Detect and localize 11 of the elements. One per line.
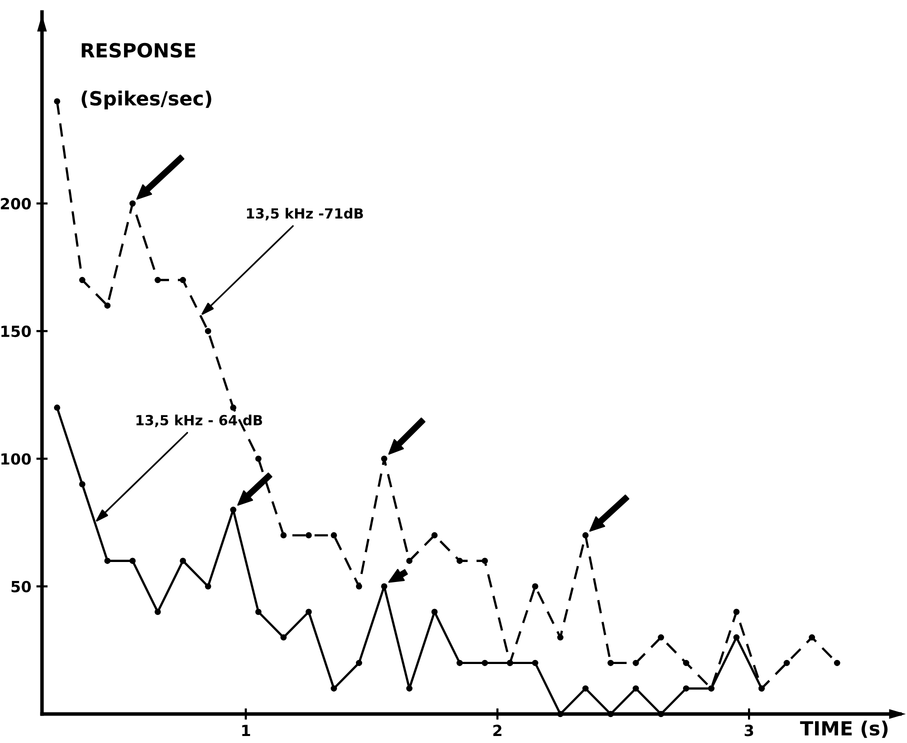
y-tick-label: 200: [0, 198, 31, 210]
y-tick-label: 150: [1, 326, 31, 338]
text: RESPONSE (Spikes/sec): [82, 42, 212, 110]
y-tick-label: 100: [1, 453, 31, 465]
x-tick-label: 2: [493, 724, 502, 736]
y-tick-label: 50: [12, 580, 31, 592]
annotation: 13,5 kHz - 64 dB: [136, 414, 262, 428]
x-tick-label: 3: [744, 724, 754, 736]
x-axis-title: TIME (s): [800, 720, 888, 738]
x-tick-label: 1: [242, 724, 250, 736]
annotation: 13,5 kHz -71dB: [247, 208, 363, 220]
